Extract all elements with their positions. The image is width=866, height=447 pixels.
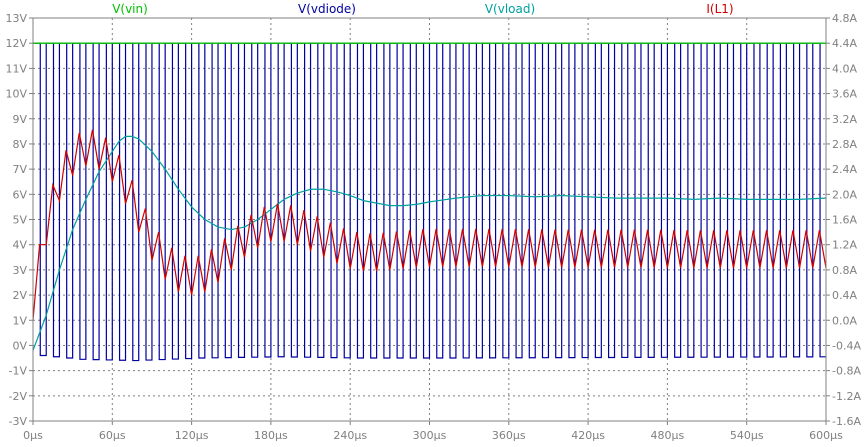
y-right-tick-label: -0.8A bbox=[832, 365, 861, 378]
y-left-tick-label: 0V bbox=[12, 339, 27, 352]
y-right-tick-label: -1.6A bbox=[832, 415, 861, 428]
y-left-tick-label: -1V bbox=[9, 365, 28, 378]
y-left-tick-label: 9V bbox=[12, 113, 27, 126]
y-right-tick-label: 0.8A bbox=[832, 264, 857, 277]
y-right-tick-label: 1.2A bbox=[832, 239, 857, 252]
y-left-tick-label: 3V bbox=[12, 264, 27, 277]
legend-entry: I(L1) bbox=[706, 2, 733, 16]
legend-entry: V(vin) bbox=[112, 2, 148, 16]
y-right-tick-label: -0.4A bbox=[832, 339, 861, 352]
trace-vload bbox=[32, 135, 827, 351]
y-right-tick-label: 3.2A bbox=[832, 113, 857, 126]
x-tick-label: 120µs bbox=[175, 429, 209, 442]
legend[interactable]: V(vin) V(vdiode) V(vload) I(L1) bbox=[112, 2, 733, 16]
y-right-tick-label: 3.6A bbox=[832, 88, 857, 101]
y-right-tick-label: 4.8A bbox=[832, 12, 857, 25]
x-tick-label: 600µs bbox=[809, 429, 843, 442]
legend-entry: V(vdiode) bbox=[298, 2, 356, 16]
trace-vdiode bbox=[33, 42, 826, 362]
y-right-tick-label: 4.0A bbox=[832, 62, 857, 75]
y-left-tick-label: 11V bbox=[5, 62, 27, 75]
y-left-tick-label: -3V bbox=[9, 415, 28, 428]
y-left-tick-label: 2V bbox=[12, 289, 27, 302]
y-right-tick-label: 2.4A bbox=[832, 163, 857, 176]
y-right-tick-label: 2.8A bbox=[832, 138, 857, 151]
x-tick-label: 180µs bbox=[254, 429, 288, 442]
x-tick-label: 60µs bbox=[99, 429, 126, 442]
x-tick-label: 240µs bbox=[333, 429, 367, 442]
y-left-tick-label: 4V bbox=[12, 239, 27, 252]
trace-il1 bbox=[32, 129, 827, 321]
x-tick-label: 0µs bbox=[23, 429, 43, 442]
y-left-tick-label: 5V bbox=[12, 214, 27, 227]
legend-entry: V(vload) bbox=[485, 2, 535, 16]
axis-labels: 13V 12V 11V 10V 9V 8V 7V 6V 5V 4V 3V 2V 1V 0V -1V -2V -3… bbox=[5, 12, 861, 442]
y-right-tick-label: -1.2A bbox=[832, 390, 861, 403]
y-left-tick-label: 8V bbox=[12, 138, 27, 151]
y-left-tick-label: -2V bbox=[9, 390, 28, 403]
y-right-tick-label: 0.4A bbox=[832, 289, 857, 302]
y-right-tick-label: 1.6A bbox=[832, 214, 857, 227]
y-left-tick-label: 10V bbox=[5, 88, 27, 101]
y-left-tick-label: 13V bbox=[5, 12, 27, 25]
x-tick-label: 540µs bbox=[730, 429, 764, 442]
y-left-tick-label: 1V bbox=[12, 314, 27, 327]
x-tick-label: 420µs bbox=[571, 429, 605, 442]
x-tick-label: 360µs bbox=[492, 429, 526, 442]
y-left-tick-label: 12V bbox=[5, 37, 27, 50]
x-tick-label: 480µs bbox=[651, 429, 685, 442]
y-right-tick-label: 4.4A bbox=[832, 37, 857, 50]
y-left-tick-label: 7V bbox=[12, 163, 27, 176]
y-right-tick-label: 2.0A bbox=[832, 188, 857, 201]
y-left-tick-label: 6V bbox=[12, 188, 27, 201]
x-tick-label: 300µs bbox=[413, 429, 447, 442]
traces bbox=[32, 42, 827, 362]
y-right-tick-label: 0.0A bbox=[832, 314, 857, 327]
